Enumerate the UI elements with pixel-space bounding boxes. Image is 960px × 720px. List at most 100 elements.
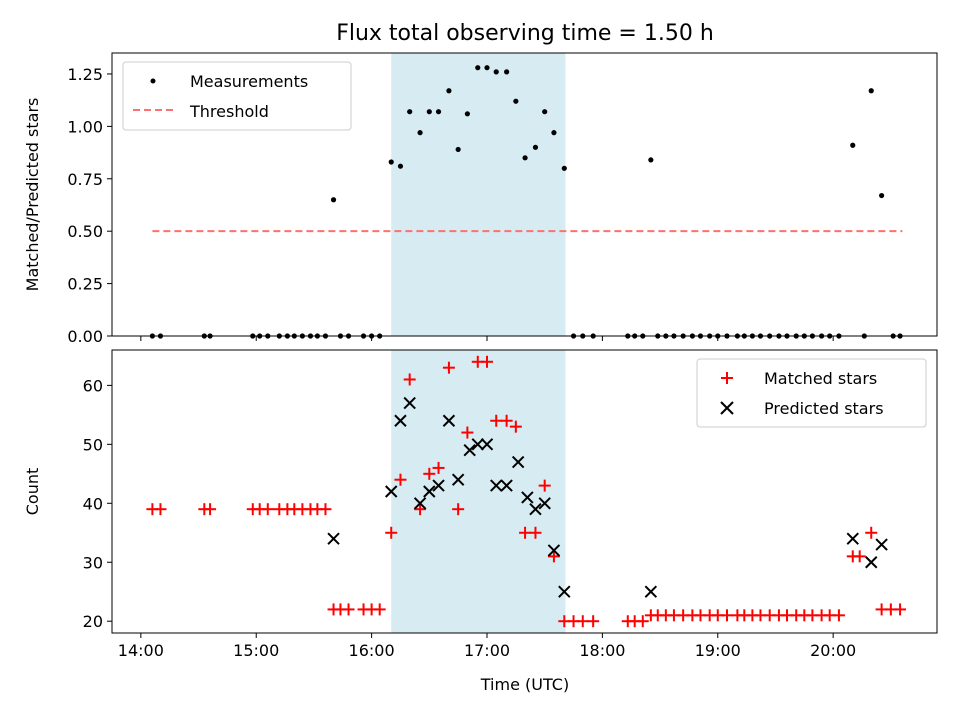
matched-star-point [385, 526, 398, 539]
measurement-point [850, 142, 856, 148]
predicted-star-point [423, 485, 436, 498]
ratio-panel-frame [111, 52, 938, 337]
x-tick-label: 15:00 [233, 641, 279, 660]
legend-predicted-marker [720, 401, 734, 415]
matched-star-point [636, 615, 649, 628]
ratio-legend-box [122, 61, 352, 131]
matched-star-point [452, 503, 465, 516]
matched-star-point [721, 609, 733, 622]
predicted-star-point [846, 532, 859, 545]
ratio-panel-span [391, 53, 566, 336]
predicted-star-point [480, 438, 494, 451]
count-y-tick-label: 60 [83, 376, 103, 395]
measurement-point [475, 65, 481, 71]
matched-star-point [432, 461, 445, 474]
predicted-star-point [529, 502, 542, 516]
legend-matched-marker [721, 372, 733, 384]
matched-star-point [500, 414, 513, 427]
predicted-star-point [385, 485, 398, 498]
predicted-star-point [403, 396, 416, 410]
count-panel-span [391, 350, 566, 633]
ratio-panel: 0.00 0.25 0.50 0.75 1.00 1.25 Matched/Predict… [23, 52, 938, 346]
legend-measurements-marker [150, 78, 156, 84]
x-tick-label: 20:00 [810, 641, 856, 660]
measurement-point [330, 197, 337, 203]
predicted-star-point [394, 414, 407, 427]
predicted-star-point [875, 538, 888, 551]
count-legend: Matched stars Predicted stars [696, 358, 927, 428]
measurement-point [561, 165, 567, 171]
predicted-star-point [451, 473, 465, 486]
chart-title: Flux total observing time = 1.50 h [336, 21, 714, 46]
measurement-point [426, 109, 432, 115]
matched-star-point [319, 503, 332, 516]
count-y-axis-label: Count [23, 468, 42, 516]
measurement-point [484, 65, 490, 71]
ratio-y-tick-label: 0.25 [67, 275, 103, 294]
predicted-star-point [413, 497, 427, 510]
legend-measurements-label: Measurements [190, 72, 308, 91]
measurement-point [446, 88, 452, 94]
measurement-point [879, 192, 885, 199]
predicted-star-point [865, 556, 878, 569]
count-y-tick-label: 50 [83, 435, 103, 454]
measurement-point [648, 157, 654, 163]
matched-star-point [865, 526, 878, 539]
ratio-legend: Measurements Threshold [122, 61, 352, 131]
ratio-y-tick-label: 0.50 [67, 222, 103, 241]
predicted-star-point [463, 444, 476, 457]
ratio-y-tick-label: 0.75 [67, 170, 103, 189]
measurement-point [407, 109, 413, 115]
predicted-star-point [490, 479, 503, 492]
measurement-point [435, 109, 442, 115]
predicted-star-point [327, 532, 340, 545]
measurement-point [532, 144, 539, 150]
measurement-point [504, 69, 510, 75]
matched-star-point [576, 615, 589, 628]
predicted-star-point [432, 479, 445, 492]
matched-star-point [490, 414, 503, 427]
matched-star-point [261, 503, 274, 516]
matched-star-point [442, 361, 455, 374]
predicted-star-point [521, 491, 534, 504]
matched-star-point [403, 373, 416, 386]
x-tick-label: 19:00 [695, 641, 741, 660]
matched-star-point [342, 603, 355, 616]
measurement-point [417, 130, 423, 136]
legend-matched-label: Matched stars [764, 369, 877, 388]
predicted-star-point [558, 585, 571, 598]
matched-star-point [547, 550, 560, 563]
measurement-point [513, 98, 519, 104]
x-axis-label: Time (UTC) [480, 675, 569, 694]
matched-star-point [538, 479, 551, 492]
predicted-star-point [442, 414, 456, 427]
count-y-tick-label: 20 [83, 612, 103, 631]
matched-star-point [832, 609, 845, 622]
ratio-y-axis-label: Matched/Predicted stars [23, 98, 42, 292]
count-y-tick-label: 40 [83, 494, 103, 513]
count-panel: 20 30 40 50 60 14:00 15:00 16:00 17:00 18:00 19:0… [23, 349, 938, 660]
matched-star-point [894, 603, 907, 616]
matched-star-point [481, 355, 493, 368]
x-tick-label: 14:00 [118, 641, 164, 660]
matched-star-point [423, 467, 436, 480]
measurement-point [455, 146, 461, 153]
matched-star-point [853, 550, 866, 563]
measurement-point [868, 88, 874, 94]
matched-star-point [414, 503, 427, 516]
predicted-star-point [644, 585, 658, 598]
measurement-point [493, 69, 499, 75]
matched-star-point [529, 526, 542, 539]
x-tick-label: 16:00 [349, 641, 395, 660]
matched-star-point [519, 526, 532, 539]
matched-star-point [461, 426, 474, 439]
ratio-y-tick-label: 1.00 [67, 117, 103, 136]
measurement-point [551, 130, 557, 136]
legend-predicted-label: Predicted stars [764, 399, 884, 418]
ratio-y-tick-label: 1.25 [67, 65, 103, 84]
measurement-point [522, 155, 528, 161]
predicted-star-point [511, 455, 525, 469]
predicted-star-point [500, 479, 513, 492]
matched-star-point [394, 473, 407, 486]
